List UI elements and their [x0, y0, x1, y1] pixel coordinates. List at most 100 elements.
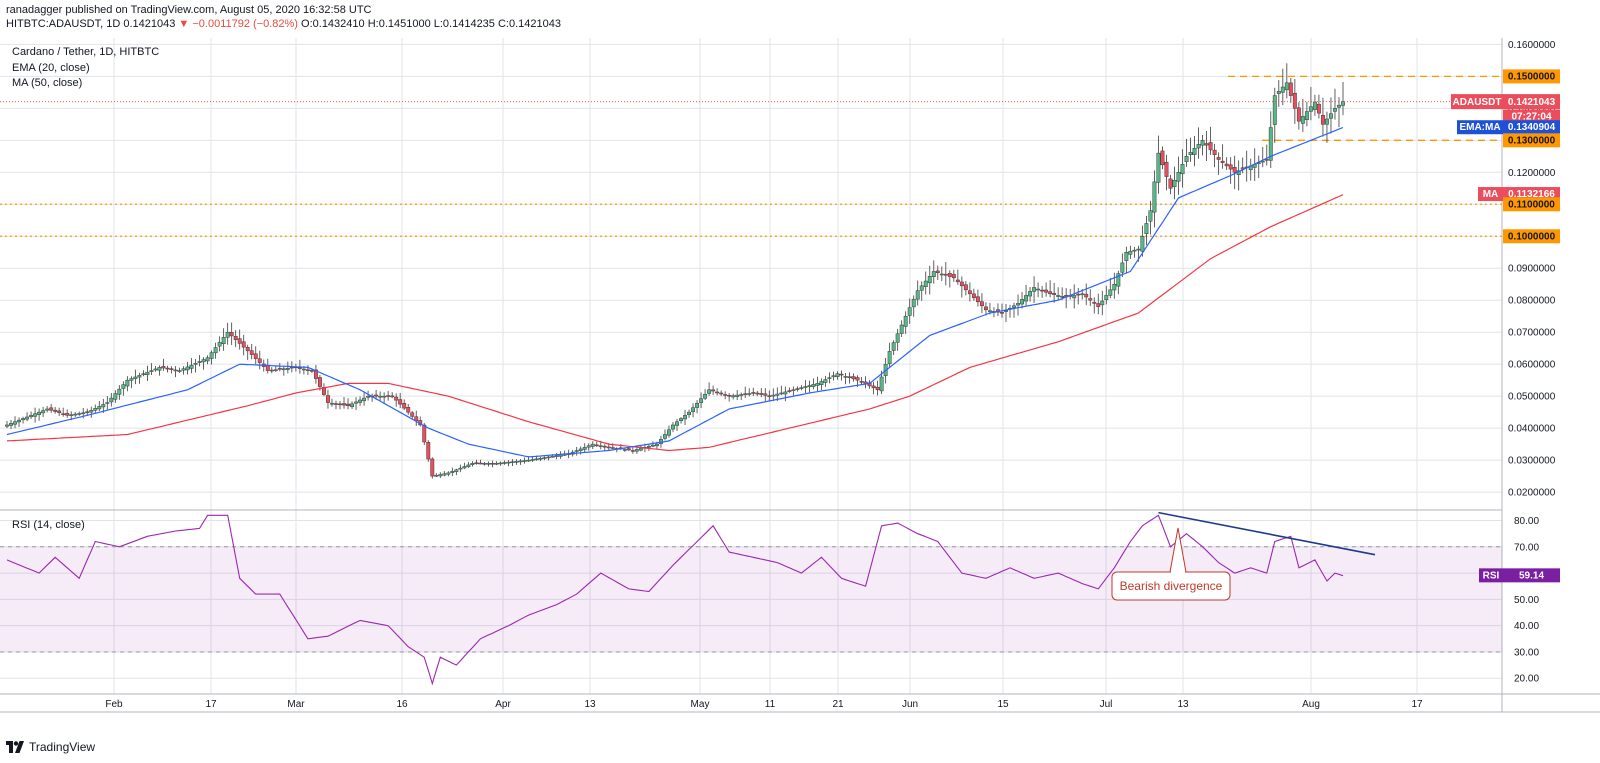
candle-body	[811, 384, 816, 387]
candle	[466, 462, 471, 468]
time-tick-label: 16	[396, 699, 408, 710]
candle-body	[907, 307, 912, 316]
candle	[727, 393, 732, 402]
candle	[775, 387, 780, 402]
candle	[763, 388, 768, 402]
candle-body	[939, 273, 944, 276]
candle-body	[1112, 283, 1117, 291]
candle	[454, 468, 459, 476]
candle	[663, 429, 667, 441]
level-013-tag-bg	[1503, 133, 1560, 148]
candle-body	[1164, 161, 1169, 177]
candle	[947, 270, 952, 288]
candle-body	[434, 475, 439, 477]
candle	[93, 404, 98, 414]
candle	[538, 456, 543, 462]
candle	[899, 320, 904, 337]
level-010-tag: 0.1000000	[1503, 229, 1560, 244]
candle-body	[827, 377, 832, 379]
candle	[743, 386, 748, 398]
time-tick-label: Jul	[1100, 699, 1113, 710]
candle	[374, 389, 379, 400]
candle-body	[1156, 152, 1161, 183]
candle	[1052, 283, 1057, 303]
price-tick-label: 0.0400000	[1508, 424, 1556, 435]
candle	[963, 281, 968, 296]
candle-body	[847, 376, 852, 378]
candle-body	[594, 444, 599, 447]
candle-body	[1204, 143, 1209, 146]
candle-body	[81, 412, 86, 415]
candle	[735, 390, 740, 401]
candle	[739, 392, 744, 401]
candle-body	[943, 273, 948, 276]
candle	[1204, 131, 1209, 161]
candle-body	[137, 375, 142, 378]
candle-body	[502, 462, 507, 464]
candle	[446, 471, 451, 477]
candle-body	[17, 419, 21, 423]
candle	[153, 366, 158, 372]
candle	[522, 457, 527, 464]
candle-body	[1212, 149, 1217, 155]
candle-body	[1308, 106, 1313, 112]
candle-body	[153, 368, 158, 371]
candle	[1044, 282, 1049, 297]
candle	[835, 371, 840, 380]
candle	[959, 276, 964, 298]
candle-body	[354, 401, 358, 404]
candle-body	[422, 424, 427, 443]
candle	[823, 375, 828, 387]
time-tick-label: 21	[832, 699, 844, 710]
candle	[9, 419, 13, 430]
candle-body	[699, 398, 704, 403]
candle	[402, 399, 407, 411]
candle	[1280, 68, 1285, 106]
candle-body	[225, 331, 230, 338]
rsi-line	[6, 514, 1344, 686]
candle-body	[546, 456, 551, 459]
candle-body	[69, 414, 74, 416]
symbol: HITBTC:ADAUSDT, 1D	[6, 18, 121, 30]
candle	[366, 390, 371, 401]
candle-body	[149, 370, 154, 372]
candle	[165, 365, 170, 373]
candle	[923, 271, 928, 295]
candle-body	[1048, 291, 1053, 295]
candle-body	[193, 363, 198, 365]
candle	[927, 265, 932, 295]
candle	[1300, 98, 1305, 132]
candle	[1148, 200, 1153, 235]
candle	[478, 459, 483, 465]
candle	[510, 459, 515, 467]
candle	[1288, 78, 1293, 103]
candle-body	[530, 459, 535, 461]
level-015-tag: 0.1500000	[1503, 69, 1560, 84]
candle	[53, 406, 58, 414]
candle	[438, 472, 443, 479]
candle-body	[5, 424, 9, 427]
candle-body	[1196, 144, 1201, 149]
candle-body	[1268, 127, 1273, 161]
rsi-tick-label: 50.00	[1514, 595, 1539, 606]
candle-body	[931, 271, 936, 277]
candle-body	[213, 347, 218, 354]
candle-body	[799, 387, 804, 389]
candle-body	[506, 461, 511, 464]
price-pane-title: Cardano / Tether, 1D, HITBTC	[12, 46, 159, 58]
ema-value-tag-bg	[1503, 120, 1560, 135]
candle	[939, 266, 944, 282]
candle-body	[903, 315, 908, 327]
candle	[73, 411, 78, 417]
candle-body	[101, 404, 106, 408]
chart-header: ranadagger published on TradingView.com,…	[6, 3, 561, 31]
candle	[109, 392, 114, 407]
candle	[241, 334, 246, 356]
candle-body	[342, 403, 346, 406]
candle	[1333, 88, 1337, 120]
candle-body	[887, 351, 892, 364]
candle	[358, 396, 363, 406]
candle	[1164, 154, 1169, 191]
candle-body	[1160, 150, 1165, 166]
